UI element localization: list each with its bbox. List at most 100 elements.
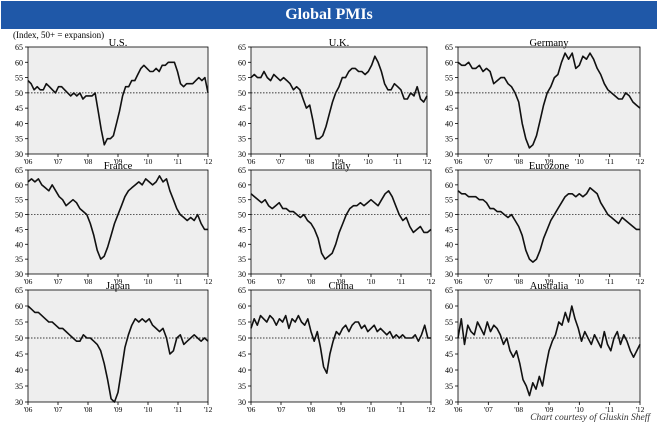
y-tick-label: 55: [238, 74, 246, 83]
y-tick-label: 55: [445, 318, 453, 327]
pmi-series-line: [250, 55, 428, 140]
x-tick-label: '08: [514, 277, 523, 286]
y-tick-label: 35: [15, 382, 23, 391]
panel-title: Germany: [529, 38, 569, 49]
y-tick-label: 60: [238, 302, 246, 311]
y-tick-label: 30: [15, 398, 23, 407]
panel-title: Japan: [106, 281, 131, 292]
x-tick-label: '08: [84, 277, 93, 286]
x-tick-label: '10: [364, 157, 373, 166]
y-tick-label: 45: [15, 104, 23, 113]
y-tick-label: 35: [15, 135, 23, 144]
pmi-series-line: [250, 314, 431, 375]
x-tick-label: '09: [545, 405, 554, 414]
x-tick-label: '11: [393, 157, 402, 166]
y-tick-label: 55: [445, 74, 453, 83]
y-tick-label: 35: [15, 255, 23, 264]
y-tick-label: 55: [238, 196, 246, 205]
y-tick-label: 60: [445, 58, 453, 67]
y-tick-label: 50: [15, 211, 23, 220]
x-tick-label: '06: [24, 277, 33, 286]
x-tick-label: '07: [484, 157, 493, 166]
x-tick-label: '07: [277, 405, 286, 414]
x-tick-label: '09: [337, 277, 346, 286]
x-tick-label: '08: [514, 405, 523, 414]
plot-area: [457, 169, 641, 275]
x-tick-label: '11: [174, 277, 183, 286]
y-tick-label: 35: [238, 382, 246, 391]
y-tick-label: 55: [15, 74, 23, 83]
y-tick-label: 65: [445, 286, 453, 295]
plot-area: [457, 46, 641, 155]
x-tick-label: '12: [427, 277, 436, 286]
x-tick-label: '12: [204, 277, 213, 286]
x-tick-label: '10: [367, 405, 376, 414]
x-tick-label: '08: [307, 277, 316, 286]
x-tick-label: '08: [307, 405, 316, 414]
y-tick-label: 50: [15, 334, 23, 343]
x-tick-label: '06: [24, 405, 33, 414]
y-tick-label: 55: [238, 318, 246, 327]
panel-title: Eurozone: [529, 161, 570, 172]
y-tick-label: 40: [15, 240, 23, 249]
x-tick-label: '12: [636, 405, 645, 414]
pmi-panel: 30 35 40 45 50 55 60 65 '06 '07 '08 '09 '10 '11 '12 Ita…: [238, 161, 436, 286]
x-tick-label: '09: [114, 157, 123, 166]
pmi-series-line: [457, 52, 641, 149]
panel-title: Italy: [331, 161, 351, 172]
x-tick-label: '12: [427, 405, 436, 414]
pmi-panel: 30 35 40 45 50 55 60 65 '06 '07 '08 '09 '10 '11 '12 Fra…: [15, 161, 213, 286]
y-tick-label: 65: [15, 286, 23, 295]
y-tick-label: 35: [445, 255, 453, 264]
x-tick-label: '07: [276, 157, 285, 166]
y-tick-label: 30: [445, 270, 453, 279]
y-tick-label: 45: [445, 225, 453, 234]
y-tick-label: 60: [238, 181, 246, 190]
y-tick-label: 30: [445, 398, 453, 407]
pmi-series-line: [250, 190, 432, 260]
x-tick-label: '10: [144, 277, 153, 286]
pmi-series-line: [27, 61, 209, 146]
x-tick-label: '10: [575, 157, 584, 166]
pmi-panel: 30 35 40 45 50 55 60 65 '06 '07 '08 '09 '10 '11 '12 Ger…: [445, 38, 645, 166]
x-tick-label: '08: [84, 405, 93, 414]
y-tick-label: 65: [15, 43, 23, 52]
x-tick-label: '11: [174, 405, 183, 414]
x-tick-label: '12: [204, 405, 213, 414]
x-tick-label: '12: [636, 157, 645, 166]
y-tick-label: 40: [238, 366, 246, 375]
x-tick-label: '11: [174, 157, 183, 166]
x-tick-label: '11: [397, 405, 406, 414]
y-tick-label: 45: [15, 350, 23, 359]
x-tick-label: '09: [114, 277, 123, 286]
x-tick-label: '11: [605, 157, 614, 166]
panel-title: U.K.: [329, 38, 349, 49]
plot-area: [250, 169, 432, 275]
pmi-panel: 30 35 40 45 50 55 60 65 '06 '07 '08 '09 '10 '11 '12 Aus…: [445, 281, 645, 414]
y-tick-label: 40: [15, 366, 23, 375]
x-tick-label: '09: [545, 277, 554, 286]
pmi-panel: 30 35 40 45 50 55 60 65 '06 '07 '08 '09 '10 '11 '12 U.S…: [15, 38, 213, 166]
y-tick-label: 50: [445, 89, 453, 98]
y-tick-label: 50: [238, 89, 246, 98]
plot-area: [27, 289, 209, 403]
y-tick-label: 45: [238, 104, 246, 113]
x-tick-label: '10: [144, 405, 153, 414]
y-tick-label: 40: [445, 119, 453, 128]
y-tick-label: 45: [15, 225, 23, 234]
pmi-series-line: [27, 175, 208, 260]
x-tick-label: '07: [54, 405, 63, 414]
y-tick-label: 45: [238, 225, 246, 234]
y-tick-label: 40: [15, 119, 23, 128]
pmi-panel: 30 35 40 45 50 55 60 65 '06 '07 '08 '09 '10 '11 '12 U.K…: [238, 38, 432, 166]
x-tick-label: '06: [454, 405, 463, 414]
y-tick-label: 65: [238, 286, 246, 295]
y-tick-label: 50: [15, 89, 23, 98]
plot-area: [457, 289, 641, 403]
y-tick-label: 60: [15, 181, 23, 190]
x-tick-label: '10: [144, 157, 153, 166]
x-tick-label: '09: [545, 157, 554, 166]
y-tick-label: 35: [445, 135, 453, 144]
y-tick-label: 30: [445, 150, 453, 159]
plot-area: [250, 46, 428, 155]
